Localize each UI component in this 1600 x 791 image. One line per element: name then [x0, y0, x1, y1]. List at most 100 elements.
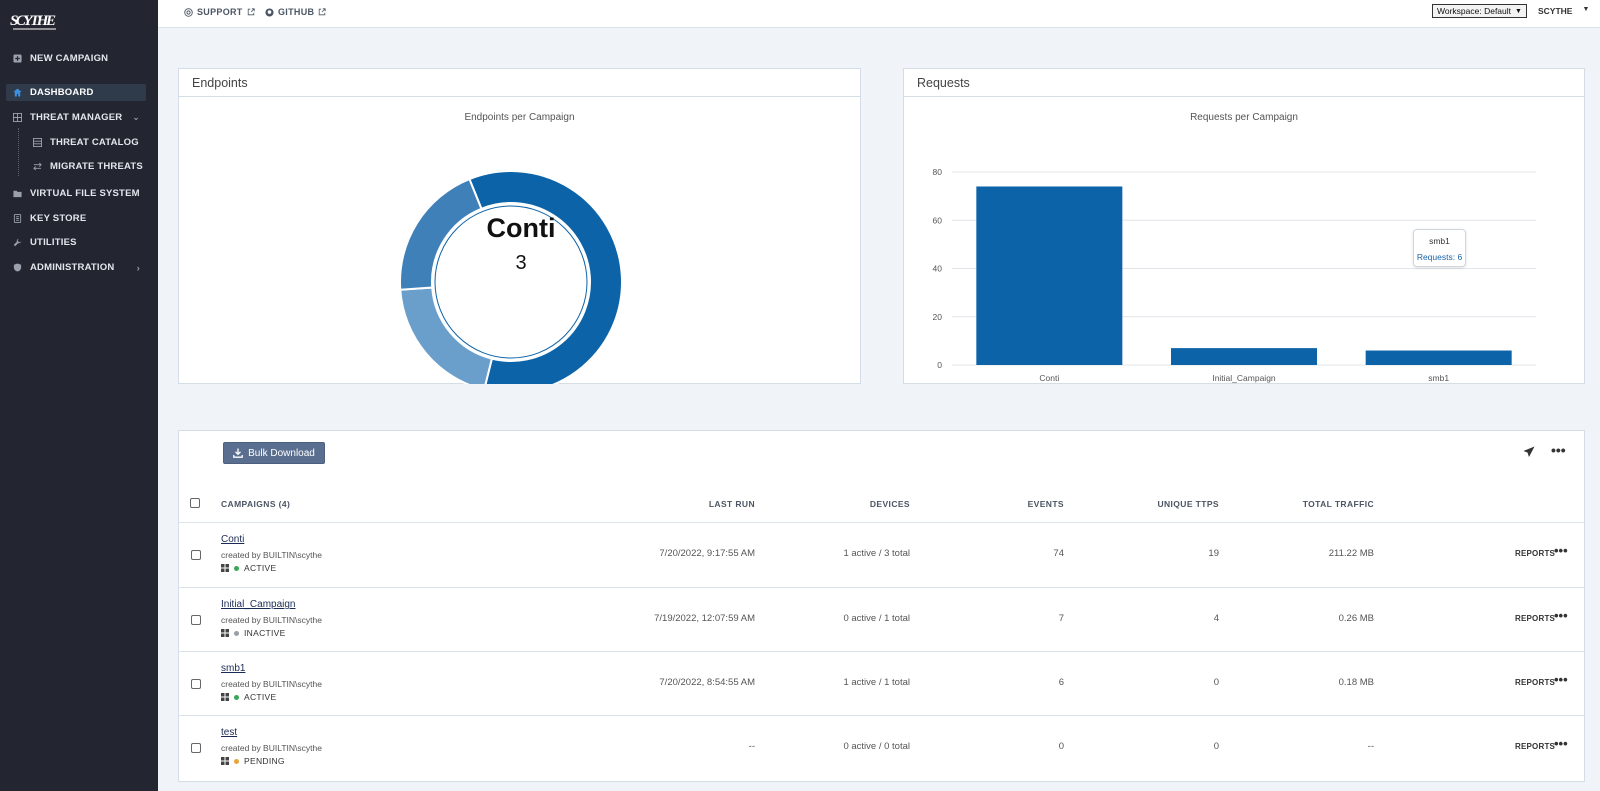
- sidebar-item-migrate-threats[interactable]: MIGRATE THREATS: [26, 158, 146, 175]
- status-badge: ACTIVE: [221, 563, 277, 573]
- user-menu[interactable]: SCYTHE ▼: [1538, 6, 1589, 16]
- windows-icon: [221, 693, 229, 701]
- col-header-events[interactable]: EVENTS: [1027, 499, 1064, 509]
- list-icon: [33, 138, 42, 147]
- row-more-icon[interactable]: •••: [1554, 543, 1568, 558]
- donut-center-value: 3: [515, 252, 527, 274]
- row-more-icon[interactable]: •••: [1554, 672, 1568, 687]
- sidebar-item-label: MIGRATE THREATS: [50, 161, 143, 172]
- bar-initial_campaign[interactable]: [1171, 348, 1317, 365]
- reports-link[interactable]: REPORTS: [1515, 678, 1556, 687]
- x-tick-label: Conti: [1039, 373, 1059, 383]
- sidebar-item-threat-catalog[interactable]: THREAT CATALOG: [26, 134, 146, 151]
- github-icon: [265, 7, 274, 17]
- unique-ttps-cell: 19: [1208, 548, 1219, 559]
- sidebar-item-key-store[interactable]: KEY STORE: [6, 210, 146, 227]
- total-traffic-cell: --: [1367, 741, 1374, 752]
- row-checkbox[interactable]: [191, 615, 201, 625]
- status-badge: PENDING: [221, 756, 285, 766]
- support-icon: [184, 7, 193, 17]
- x-tick-label: smb1: [1428, 373, 1449, 383]
- workspace-select[interactable]: Workspace: Default ▼: [1432, 4, 1527, 18]
- sidebar-item-new-campaign[interactable]: NEW CAMPAIGN: [6, 50, 146, 67]
- status-text: PENDING: [244, 756, 285, 766]
- scythe-logo[interactable]: SCYTHE: [10, 8, 60, 32]
- sidebar-item-administration[interactable]: ADMINISTRATION ›: [6, 259, 146, 276]
- reports-link[interactable]: REPORTS: [1515, 549, 1556, 558]
- support-link[interactable]: SUPPORT: [184, 7, 255, 17]
- bulk-download-button[interactable]: Bulk Download: [223, 442, 325, 464]
- select-all-checkbox[interactable]: [190, 498, 200, 508]
- bar-conti[interactable]: [976, 186, 1123, 365]
- workspace-label: Workspace: Default: [1437, 6, 1512, 16]
- github-label: GITHUB: [278, 7, 315, 17]
- sidebar: SCYTHE NEW CAMPAIGN DASHBOARD THREAT MAN…: [0, 0, 158, 791]
- tree-line: [18, 128, 19, 176]
- sidebar-item-virtual-file-system[interactable]: VIRTUAL FILE SYSTEM: [6, 185, 146, 202]
- row-more-icon[interactable]: •••: [1554, 736, 1568, 751]
- devices-cell: 0 active / 0 total: [843, 741, 910, 752]
- campaigns-panel: [178, 430, 1585, 782]
- more-options-icon[interactable]: •••: [1551, 442, 1566, 458]
- windows-icon: [221, 757, 229, 765]
- y-tick-label: 60: [933, 215, 943, 225]
- row-checkbox[interactable]: [191, 743, 201, 753]
- events-cell: 74: [1053, 548, 1064, 559]
- row-more-icon[interactable]: •••: [1554, 608, 1568, 623]
- endpoints-donut-chart[interactable]: [179, 97, 862, 384]
- sidebar-item-utilities[interactable]: UTILITIES: [6, 234, 146, 251]
- donut-slice-initial_campaign[interactable]: [399, 286, 494, 384]
- col-header-total-traffic[interactable]: TOTAL TRAFFIC: [1302, 499, 1374, 509]
- col-header-last-run[interactable]: LAST RUN: [708, 499, 755, 509]
- table-row[interactable]: Initial_Campaign created by BUILTIN\scyt…: [179, 587, 1584, 651]
- donut-slice-conti[interactable]: [468, 170, 623, 384]
- campaign-name-link[interactable]: Conti: [221, 534, 245, 545]
- campaign-creator: created by BUILTIN\scythe: [221, 743, 322, 753]
- chevron-down-icon: ⌄: [132, 112, 140, 122]
- total-traffic-cell: 0.26 MB: [1338, 613, 1374, 624]
- requests-chart-title: Requests per Campaign: [1190, 112, 1298, 123]
- table-row[interactable]: test created by BUILTIN\scythe PENDING -…: [179, 715, 1584, 779]
- table-row[interactable]: Conti created by BUILTIN\scythe ACTIVE 7…: [179, 522, 1584, 586]
- unique-ttps-cell: 4: [1213, 613, 1219, 624]
- requests-panel-title: Requests: [904, 69, 1584, 97]
- chart-tooltip: smb1 Requests: 6: [1413, 229, 1466, 267]
- endpoints-panel: Endpoints Endpoints per Campaign Conti 3: [178, 68, 861, 384]
- reports-link[interactable]: REPORTS: [1515, 614, 1556, 623]
- endpoints-chart-title: Endpoints per Campaign: [464, 112, 575, 123]
- sidebar-item-label: ADMINISTRATION: [30, 262, 115, 273]
- key-icon: [13, 214, 22, 223]
- grid-icon: [13, 113, 22, 122]
- windows-icon: [221, 629, 229, 637]
- row-checkbox[interactable]: [191, 550, 201, 560]
- sidebar-item-dashboard[interactable]: DASHBOARD: [6, 84, 146, 101]
- campaign-name-link[interactable]: Initial_Campaign: [221, 599, 296, 610]
- col-header-campaigns[interactable]: CAMPAIGNS (4): [221, 499, 291, 509]
- col-header-unique-ttps[interactable]: UNIQUE TTPS: [1157, 499, 1219, 509]
- campaign-creator: created by BUILTIN\scythe: [221, 615, 322, 625]
- donut-center-label: Conti: [486, 213, 556, 243]
- sidebar-item-threat-manager[interactable]: THREAT MANAGER ⌄: [6, 109, 146, 126]
- reports-link[interactable]: REPORTS: [1515, 742, 1556, 751]
- requests-bar-chart[interactable]: 0 20 40 60 80 Conti Initial_Campaign smb1: [904, 97, 1586, 384]
- events-cell: 6: [1058, 677, 1064, 688]
- github-link[interactable]: GITHUB: [265, 7, 326, 17]
- x-tick-label: Initial_Campaign: [1212, 373, 1276, 383]
- table-row[interactable]: smb1 created by BUILTIN\scythe ACTIVE 7/…: [179, 651, 1584, 715]
- total-traffic-cell: 211.22 MB: [1328, 548, 1374, 559]
- campaign-name-link[interactable]: smb1: [221, 663, 246, 674]
- last-run-cell: 7/20/2022, 9:17:55 AM: [659, 548, 755, 559]
- last-run-cell: 7/20/2022, 8:54:55 AM: [659, 677, 755, 688]
- send-icon[interactable]: [1523, 446, 1535, 458]
- campaign-name-link[interactable]: test: [221, 727, 238, 738]
- row-checkbox[interactable]: [191, 679, 201, 689]
- bar-smb1[interactable]: [1365, 350, 1512, 365]
- devices-cell: 0 active / 1 total: [843, 613, 910, 624]
- windows-icon: [221, 564, 229, 572]
- campaign-creator: created by BUILTIN\scythe: [221, 550, 322, 560]
- donut-slice-smb1[interactable]: [399, 177, 483, 291]
- unique-ttps-cell: 0: [1213, 741, 1219, 752]
- events-cell: 7: [1058, 613, 1064, 624]
- col-header-devices[interactable]: DEVICES: [869, 499, 910, 509]
- sidebar-item-label: DASHBOARD: [30, 87, 94, 98]
